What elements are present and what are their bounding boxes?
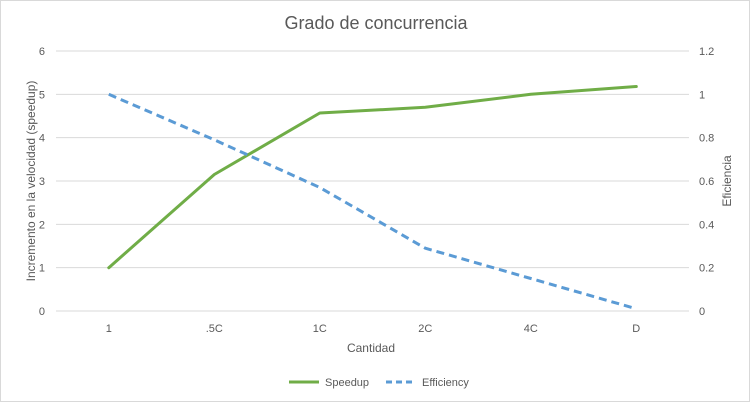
y2-tick-label: 0.4 [699, 219, 714, 231]
x-tick-label: 2C [418, 323, 432, 335]
x-axis-ticks: 1 .5C 1C 2C 4C D [106, 323, 641, 335]
y2-tick-label: 0.6 [699, 176, 714, 188]
right-axis-ticks: 0 0.2 0.4 0.6 0.8 1 1.2 [699, 46, 714, 318]
left-axis-ticks: 0 1 2 3 4 5 6 [39, 46, 45, 318]
series-line-efficiency [108, 92, 637, 311]
y2-tick-label: 1.2 [699, 46, 714, 58]
y2-axis-title: Eficiencia [720, 155, 734, 207]
x-tick-label: .5C [206, 323, 223, 335]
x-axis-title: Cantidad [347, 341, 395, 355]
x-tick-label: 1 [106, 323, 112, 335]
y-tick-label: 4 [39, 133, 45, 145]
chart-title: Grado de concurrencia [284, 13, 468, 33]
y-axis-title: Incremento en la velocidad (speedup) [24, 81, 38, 282]
legend: Speedup Efficiency [289, 377, 469, 389]
series-layer [107, 85, 638, 311]
y-tick-label: 1 [39, 263, 45, 275]
y2-tick-label: 0.2 [699, 263, 714, 275]
y-tick-label: 6 [39, 46, 45, 58]
x-tick-label: 4C [524, 323, 538, 335]
series-line-speedup [107, 85, 638, 270]
x-tick-label: 1C [313, 323, 327, 335]
y2-tick-label: 1 [699, 89, 705, 101]
y2-tick-label: 0.8 [699, 133, 714, 145]
legend-label-speedup: Speedup [325, 377, 369, 389]
y-tick-label: 3 [39, 176, 45, 188]
y-tick-label: 2 [39, 219, 45, 231]
legend-label-efficiency: Efficiency [422, 377, 469, 389]
y-tick-label: 5 [39, 89, 45, 101]
x-tick-label: D [632, 323, 640, 335]
y2-tick-label: 0 [699, 306, 705, 318]
y-tick-label: 0 [39, 306, 45, 318]
gridlines [56, 50, 689, 312]
